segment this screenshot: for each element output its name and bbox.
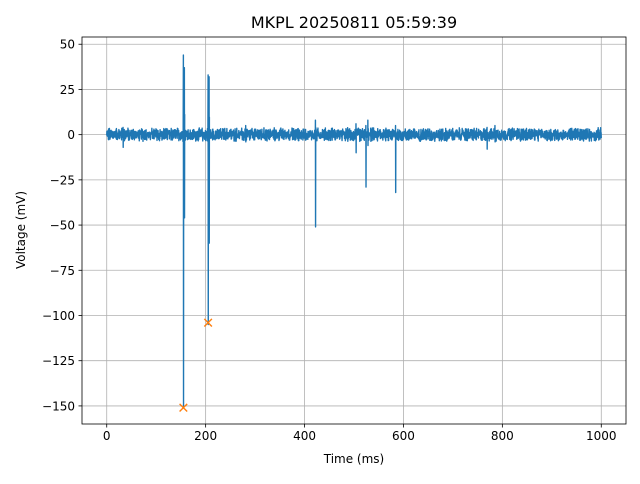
- y-tick-label: −100: [42, 309, 75, 323]
- x-tick-label: 400: [293, 429, 316, 443]
- y-tick-label: −150: [42, 399, 75, 413]
- peak-marker: [179, 403, 188, 413]
- x-tick-label: 600: [392, 429, 415, 443]
- y-tick-label: 25: [60, 83, 75, 97]
- peak-marker: [203, 318, 213, 328]
- x-tick-label: 200: [194, 429, 217, 443]
- y-tick-label: −125: [42, 354, 75, 368]
- peak-marker-stroke: [179, 403, 188, 413]
- marker-layer: [179, 318, 213, 413]
- x-tick-label: 800: [491, 429, 514, 443]
- plot-frame: [81, 36, 627, 425]
- x-axis-label: Time (ms): [323, 452, 385, 466]
- peak-marker-stroke: [203, 318, 213, 328]
- y-tick-label: 50: [60, 38, 75, 52]
- y-tick-label: −50: [50, 219, 75, 233]
- chart-title: MKPL 20250811 05:59:39: [251, 13, 457, 32]
- y-axis-label: Voltage (mV): [14, 191, 28, 269]
- y-tick-label: −25: [50, 173, 75, 187]
- axes: 0 200 400 600 800 1000 −150 −125 −100 −75 −50 −25 0 2…: [42, 38, 617, 443]
- y-tick-label: 0: [67, 128, 75, 142]
- series-layer: [106, 54, 602, 409]
- voltage-trace-line: [106, 54, 602, 409]
- x-tick-label: 0: [103, 429, 111, 443]
- x-tick-label: 1000: [586, 429, 617, 443]
- y-tick-label: −75: [50, 264, 75, 278]
